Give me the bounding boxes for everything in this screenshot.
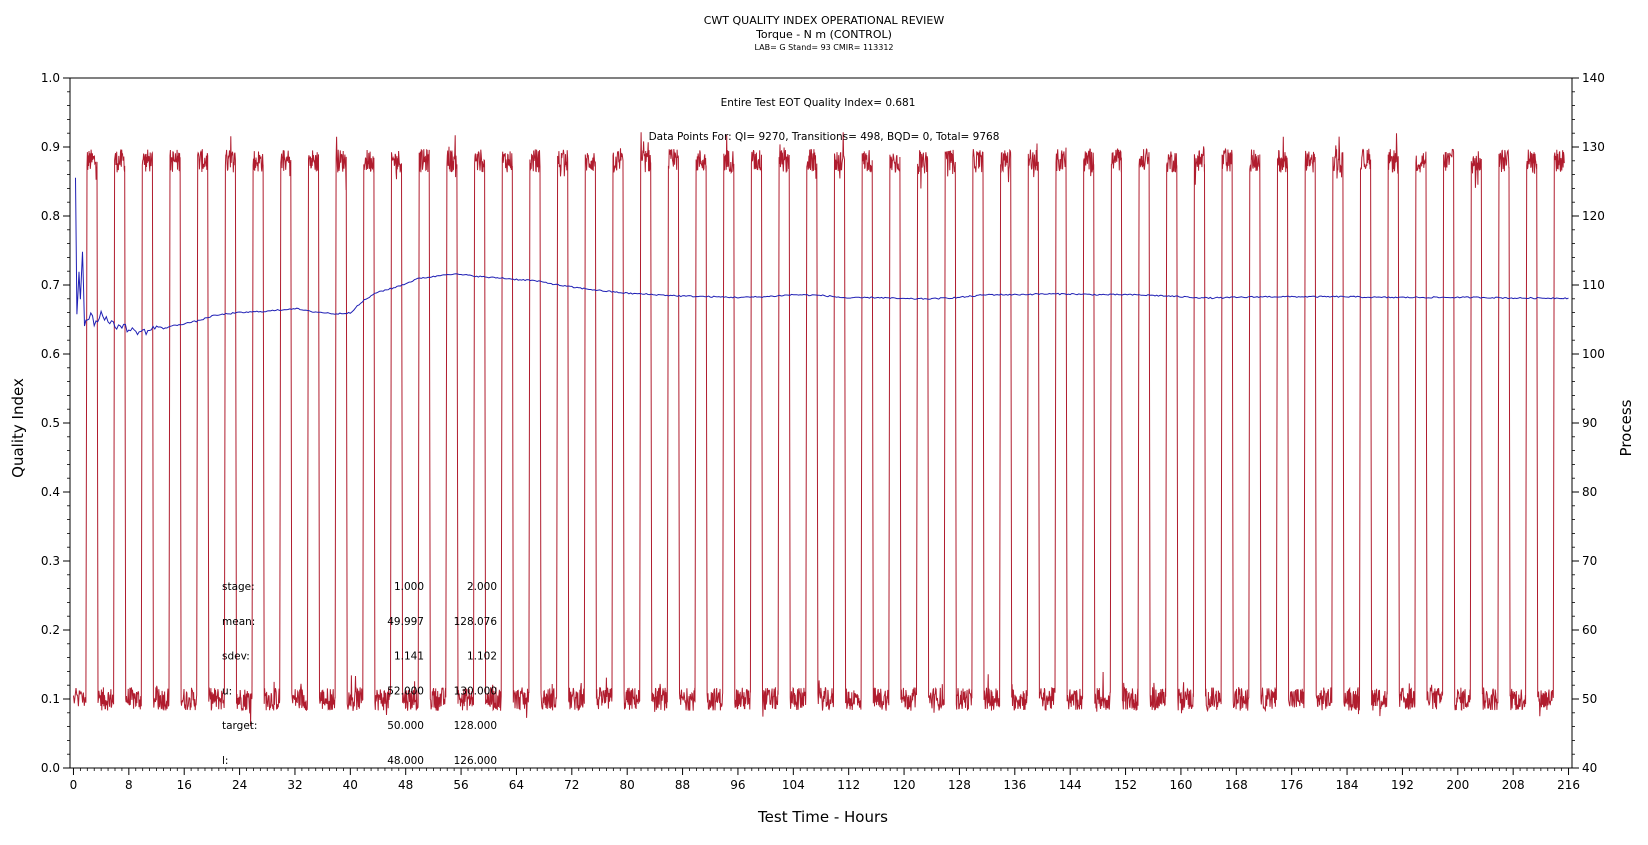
x-tick-label: 184 <box>1336 778 1359 792</box>
y-left-tick-label: 0.5 <box>41 416 60 430</box>
x-tick-label: 24 <box>232 778 247 792</box>
x-tick-label: 144 <box>1059 778 1082 792</box>
stats-row-stage2-value: 2.000 <box>467 581 497 593</box>
y-axis-right-label: Process <box>1617 399 1635 456</box>
stats-row-stage1-value: 1.000 <box>394 581 424 593</box>
plot-area <box>73 132 1569 727</box>
y-right-tick-label: 120 <box>1582 209 1605 223</box>
chart-subsubtitle: LAB= G Stand= 93 CMIR= 113312 <box>754 43 893 52</box>
stats-row-label: target: <box>222 720 257 732</box>
x-tick-label: 32 <box>287 778 302 792</box>
x-tick-label: 200 <box>1446 778 1469 792</box>
stats-row-label: l: <box>222 755 228 767</box>
x-tick-label: 96 <box>730 778 745 792</box>
x-tick-label: 128 <box>948 778 971 792</box>
y-right-tick-label: 80 <box>1582 485 1597 499</box>
quality-index-series-line <box>75 177 1569 336</box>
x-tick-label: 64 <box>509 778 524 792</box>
y-left-tick-label: 0.1 <box>41 692 60 706</box>
x-tick-label: 8 <box>125 778 133 792</box>
x-tick-label: 72 <box>564 778 579 792</box>
y-left-tick-label: 0.8 <box>41 209 60 223</box>
stats-row-label: stage: <box>222 581 255 593</box>
y-left-tick-label: 0.2 <box>41 623 60 637</box>
x-axis-label: Test Time - Hours <box>757 808 888 826</box>
x-tick-label: 80 <box>620 778 635 792</box>
x-tick-label: 152 <box>1114 778 1137 792</box>
stats-row-stage1-value: 52.000 <box>387 685 424 697</box>
x-tick-label: 40 <box>343 778 358 792</box>
y-right-tick-label: 40 <box>1582 761 1597 775</box>
x-tick-label: 48 <box>398 778 413 792</box>
process-series-line <box>73 132 1565 727</box>
stats-row-stage2-value: 128.000 <box>454 720 497 732</box>
stats-row-stage1-value: 50.000 <box>387 720 424 732</box>
stats-row-stage2-value: 130.000 <box>454 685 497 697</box>
stats-row-stage1-value: 48.000 <box>387 755 424 767</box>
chart-subtitle: Torque - N m (CONTROL) <box>755 28 892 41</box>
chart-title: CWT QUALITY INDEX OPERATIONAL REVIEW <box>704 14 945 27</box>
y-right-tick-label: 50 <box>1582 692 1597 706</box>
x-tick-label: 192 <box>1391 778 1414 792</box>
y-left-tick-label: 1.0 <box>41 71 60 85</box>
y-left-tick-label: 0.6 <box>41 347 60 361</box>
y-left-tick-label: 0.9 <box>41 140 60 154</box>
stats-row-stage1-value: 1.141 <box>394 651 424 663</box>
plot-frame <box>69 77 1573 769</box>
axes: 0 8 16 24 32 40 48 56 64 72 80 88 96 104 112 120 128 136 1… <box>41 71 1605 792</box>
stats-row-stage2-value: 1.102 <box>467 651 497 663</box>
x-tick-label: 112 <box>837 778 860 792</box>
x-tick-label: 104 <box>782 778 805 792</box>
y-right-tick-label: 110 <box>1582 278 1605 292</box>
stats-row-label: mean: <box>222 616 255 628</box>
x-tick-label: 16 <box>177 778 192 792</box>
annotation-data-points: Data Points For: QI= 9270, Transitions= … <box>649 131 1000 143</box>
x-tick-label: 176 <box>1280 778 1303 792</box>
x-tick-label: 208 <box>1502 778 1525 792</box>
x-tick-label: 56 <box>453 778 468 792</box>
x-tick-label: 120 <box>893 778 916 792</box>
x-tick-label: 160 <box>1169 778 1192 792</box>
stats-row-label: u: <box>222 685 232 697</box>
x-tick-label: 88 <box>675 778 690 792</box>
y-right-tick-label: 60 <box>1582 623 1597 637</box>
y-left-tick-label: 0.0 <box>41 761 60 775</box>
x-tick-label: 136 <box>1003 778 1026 792</box>
x-tick-label: 0 <box>70 778 78 792</box>
y-left-tick-label: 0.4 <box>41 485 60 499</box>
stats-row-stage1-value: 49.997 <box>387 616 424 628</box>
y-left-tick-label: 0.7 <box>41 278 60 292</box>
stats-row-stage2-value: 126.000 <box>454 755 497 767</box>
x-tick-label: 216 <box>1557 778 1580 792</box>
stats-row-stage2-value: 128.076 <box>454 616 498 628</box>
y-right-tick-label: 90 <box>1582 416 1597 430</box>
x-tick-label: 168 <box>1225 778 1248 792</box>
y-axis-left-label: Quality Index <box>9 378 27 478</box>
y-left-tick-label: 0.3 <box>41 554 60 568</box>
y-right-tick-label: 130 <box>1582 140 1605 154</box>
y-right-tick-label: 70 <box>1582 554 1597 568</box>
y-right-tick-label: 140 <box>1582 71 1605 85</box>
stats-row-label: sdev: <box>222 651 250 663</box>
annotation-eot-quality-index: Entire Test EOT Quality Index= 0.681 <box>721 97 916 109</box>
stats-table: stage: 1.000 2.000 mean: 49.997 128.076 sdev: 1… <box>222 581 497 767</box>
y-right-tick-label: 100 <box>1582 347 1605 361</box>
